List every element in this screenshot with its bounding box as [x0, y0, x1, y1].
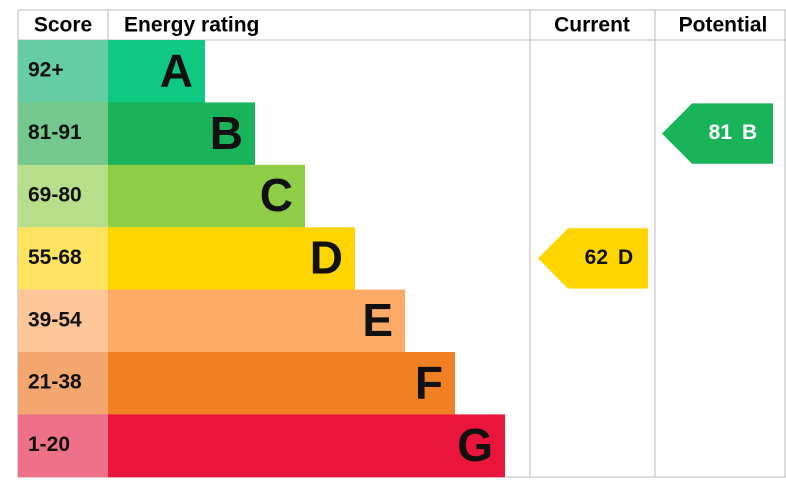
- score-cell: [18, 289, 108, 353]
- score-range: 92+: [28, 59, 64, 82]
- score-range: 55-68: [28, 246, 82, 269]
- score-cell: [18, 40, 108, 103]
- rating-bar: [108, 40, 205, 103]
- rating-letter: F: [415, 356, 443, 408]
- score-cell: [18, 352, 108, 415]
- score-cell: [18, 227, 108, 291]
- score-cell: [18, 102, 108, 166]
- potential-arrow: [662, 103, 773, 164]
- rating-bar: [108, 414, 505, 478]
- rating-letter: E: [362, 294, 393, 346]
- rating-letter: D: [310, 232, 343, 284]
- header-rating: Energy rating: [124, 14, 259, 37]
- header-potential: Potential: [679, 14, 768, 37]
- score-cell: [18, 164, 108, 228]
- current-arrow: [538, 228, 648, 289]
- score-range: 1-20: [28, 433, 70, 456]
- score-range: 39-54: [28, 308, 82, 331]
- potential-letter: B: [742, 121, 757, 144]
- score-range: 81-91: [28, 121, 82, 144]
- header-score: Score: [34, 14, 92, 37]
- rating-bar: [108, 164, 305, 228]
- score-cell: [18, 414, 108, 478]
- rating-letter: C: [260, 169, 293, 221]
- current-score: 62: [585, 246, 608, 269]
- rating-letter: B: [210, 107, 243, 159]
- rating-letter: A: [160, 44, 193, 96]
- rating-letter: G: [457, 419, 493, 471]
- rating-bar: [108, 102, 255, 166]
- rating-bar: [108, 227, 355, 291]
- header-current: Current: [554, 14, 630, 37]
- potential-score: 81: [709, 121, 733, 144]
- score-range: 69-80: [28, 184, 82, 207]
- rating-bar: [108, 352, 455, 415]
- score-range: 21-38: [28, 371, 82, 394]
- rating-bar: [108, 289, 405, 353]
- current-letter: D: [618, 246, 633, 269]
